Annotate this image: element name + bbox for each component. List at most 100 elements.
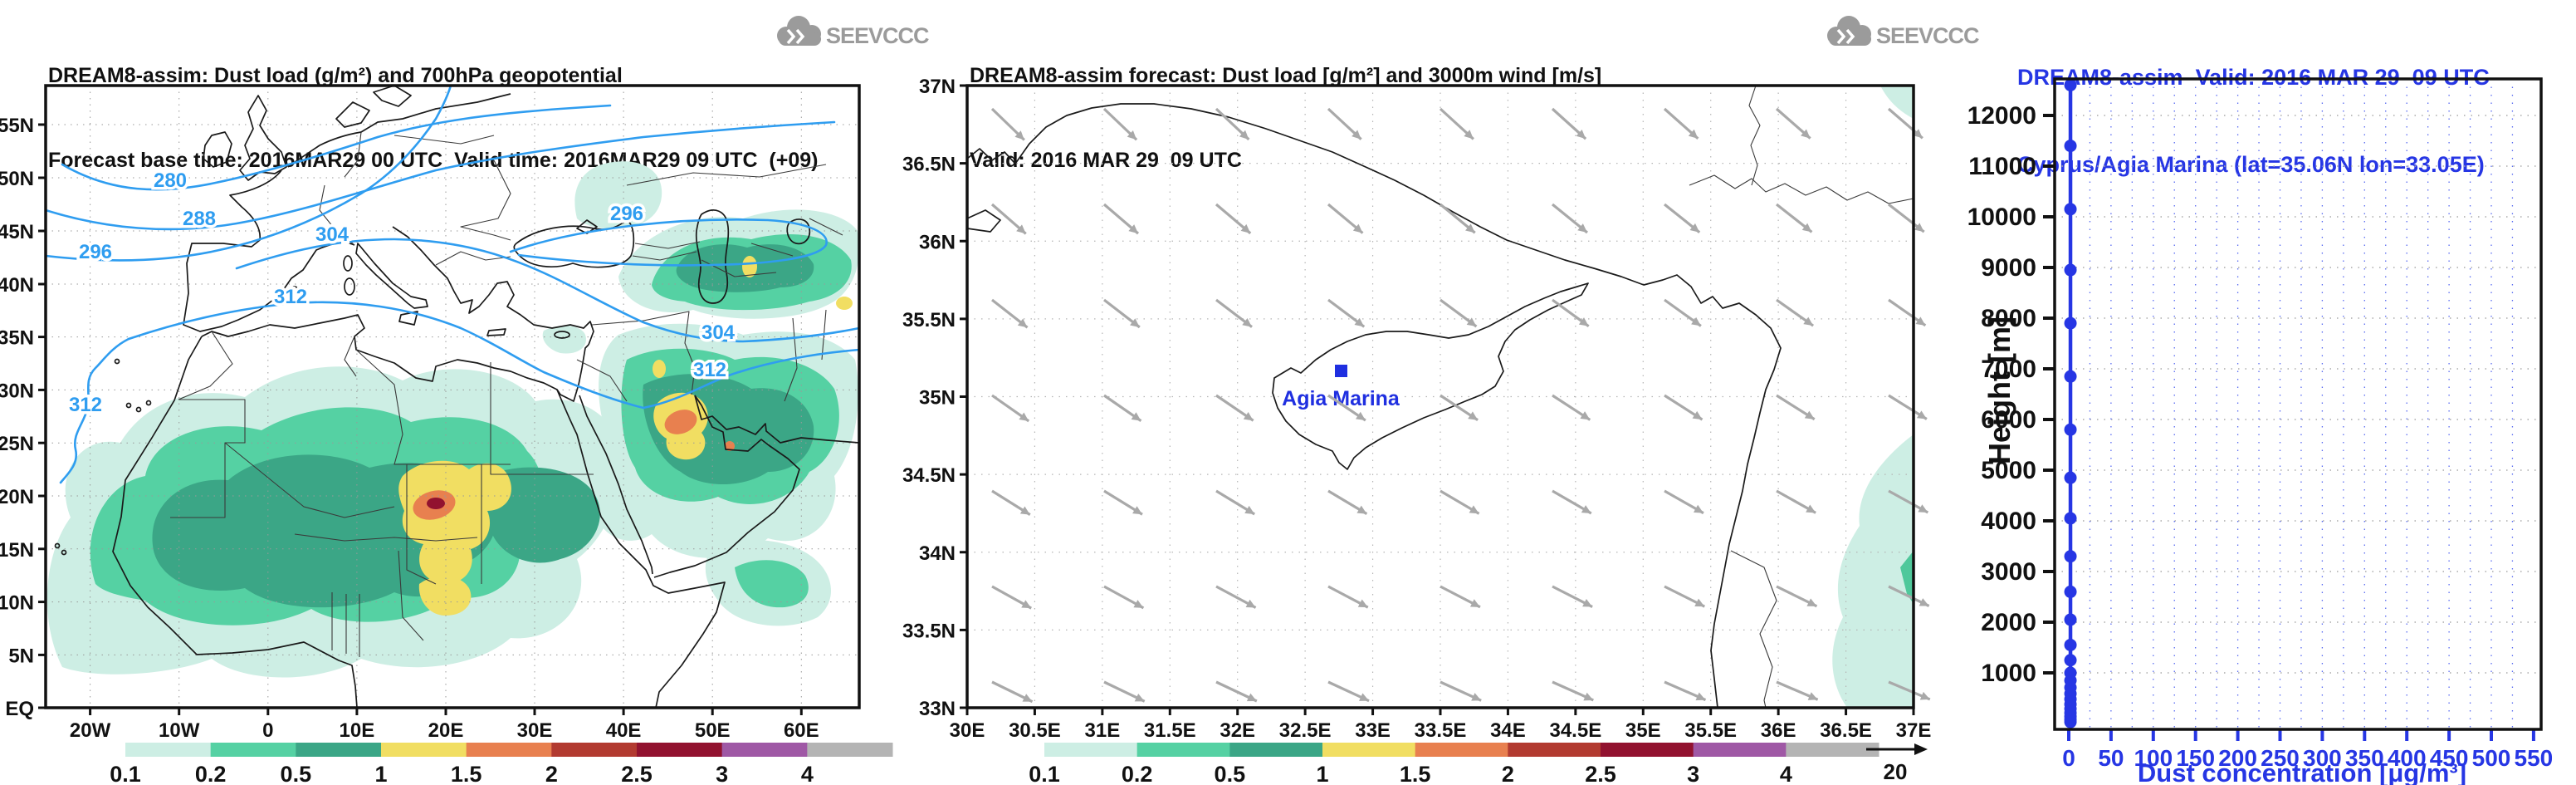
x-tick-label: 10E — [340, 719, 375, 742]
y-tick-label: 40N — [0, 274, 34, 297]
dust-profile-point — [2064, 78, 2077, 91]
cyprus-dust-wind-map: Agia Marina 30E 30.5E 31E 31.5E 32E 32.5E 33E 3… — [902, 76, 1931, 742]
y-tick-label: 36.5N — [902, 154, 956, 176]
x-tick-label: 50E — [695, 719, 731, 742]
wind-arrow-head — [1471, 693, 1482, 701]
colorbar-label: 2.5 — [1585, 762, 1616, 785]
geopotential-contour-label: 304 — [701, 321, 736, 344]
dust-profile-point — [2064, 638, 2077, 651]
geopotential-contour-label: 304 — [315, 223, 349, 246]
dust-profile-point — [2064, 550, 2077, 563]
wind-arrow-head — [1131, 412, 1141, 421]
wind-arrow-head — [1245, 599, 1256, 608]
colorbar-segment — [721, 743, 808, 757]
wind-arrow-head — [1695, 692, 1706, 701]
x-tick-label: 150 — [2176, 745, 2215, 771]
colorbar-label: 1.5 — [1400, 762, 1431, 785]
wind-arrow-head — [1919, 598, 1929, 606]
geopotential-contour-label: 280 — [154, 169, 187, 192]
right-title-line2: Cyprus/Agia Marina (lat=35.06N lon=33.05… — [2017, 152, 2485, 177]
wind-arrow-head — [1918, 504, 1928, 513]
wind-arrow-head — [1352, 223, 1363, 233]
wind-arrow-head — [1803, 316, 1814, 326]
x-tick-label: 32.5E — [1279, 719, 1332, 742]
colorbar-label: 0.1 — [1029, 762, 1060, 785]
x-tick-label: 300 — [2303, 745, 2342, 771]
wind-arrow-head — [1804, 410, 1815, 419]
geopotential-contour-label: 312 — [69, 394, 102, 416]
geopotential-contour-label: 288 — [183, 208, 216, 230]
x-tick-label: 20E — [428, 719, 464, 742]
wind-arrow-head — [1466, 317, 1477, 327]
dust-profile-point — [2064, 316, 2077, 330]
y-tick-label: 34N — [919, 542, 956, 565]
colorbar-segment — [1786, 743, 1879, 757]
dust-profile-point — [2064, 471, 2077, 484]
colorbar-segment — [1415, 743, 1508, 757]
x-tick-label: 10W — [159, 719, 200, 742]
wind-arrow-head — [1691, 316, 1701, 326]
colorbar-label: 4 — [1780, 762, 1792, 785]
colorbar-segment — [1508, 743, 1601, 757]
y-tick-label: 45N — [0, 221, 34, 243]
x-tick-label: 350 — [2345, 745, 2384, 771]
dust-profile-point — [2064, 140, 2077, 153]
right-panel-title: DREAM8-assim Valid: 2016 MAR 29 09 UTC C… — [2017, 5, 2490, 238]
x-tick-label: 40E — [606, 719, 642, 742]
dust-profile-plot: 0 50 100 150 200 250 300 350 400 450 500 550 12000 11… — [1967, 77, 2553, 771]
y-tick-label: 4000 — [1981, 508, 2036, 535]
wind-arrow-head — [1689, 223, 1700, 233]
wind-arrow-head — [1806, 598, 1817, 606]
x-tick-label: 32E — [1220, 719, 1255, 742]
wind-arrow-head — [1914, 223, 1924, 233]
wind-arrow-head — [1915, 316, 1926, 326]
wind-arrow-head — [1243, 411, 1254, 421]
colorbar-segment — [381, 743, 467, 757]
y-tick-label: 35N — [919, 387, 956, 410]
colorbar-label: 1 — [374, 762, 387, 785]
y-tick-label: 50N — [0, 168, 34, 190]
wind-arrow-head — [1352, 130, 1361, 140]
x-tick-label: 36.5E — [1820, 719, 1872, 742]
wind-arrow-head — [1014, 130, 1024, 140]
wind-arrow-head — [1801, 129, 1811, 139]
y-tick-label: 34.5N — [902, 464, 956, 487]
colorbar-label: 2 — [1502, 762, 1514, 785]
x-tick-label: 30.5E — [1009, 719, 1061, 742]
wind-arrow-head — [1246, 693, 1257, 702]
geopotential-contour-label: 296 — [79, 241, 112, 263]
wind-arrow-head — [1133, 600, 1144, 608]
wind-arrow-head — [1692, 410, 1703, 420]
wind-arrow-head — [1693, 504, 1703, 513]
y-tick-label: 3000 — [1981, 558, 2036, 586]
dust-profile-point — [2064, 654, 2077, 667]
wind-arrow-head — [1355, 411, 1366, 421]
colorbar-segment — [551, 743, 638, 757]
wind-arrow-head — [1242, 317, 1253, 327]
geopotential-contour-label: 296 — [610, 203, 643, 225]
y-tick-label: EQ — [5, 698, 34, 720]
colorbar-label: 2.5 — [621, 762, 653, 785]
colorbar-label: 3 — [716, 762, 728, 785]
logo-text: SEEVCCC — [826, 23, 929, 48]
middle-panel-title: DREAM8-assim forecast: Dust load [g/m²] … — [970, 5, 1601, 231]
x-tick-label: 37E — [1896, 719, 1932, 742]
wind-arrow-head — [1464, 130, 1474, 140]
wind-arrow-head — [1688, 129, 1699, 139]
x-tick-label: 250 — [2261, 745, 2300, 771]
colorbar-segment — [466, 743, 552, 757]
colorbar-label: 0.2 — [1122, 762, 1153, 785]
colorbar-label: 0.5 — [281, 762, 312, 785]
dust-profile-point — [2064, 203, 2077, 216]
dust-load-geopotential-map: 280 288 296 296 304 304 312 312 312 20W 10W 0 10E 20… — [0, 84, 861, 742]
x-tick-label: 500 — [2472, 745, 2511, 771]
left-title-line1: DREAM8-assim: Dust load (g/m²) and 700hP… — [48, 64, 623, 87]
wind-arrow-head — [1357, 599, 1368, 608]
wind-arrow-head — [1239, 130, 1249, 140]
wind-arrow-head — [1354, 317, 1365, 327]
colorbar-segment — [1693, 743, 1787, 757]
x-tick-label: 33.5E — [1415, 719, 1467, 742]
wind-arrow-head — [1801, 223, 1812, 233]
x-tick-label: 550 — [2515, 745, 2554, 771]
